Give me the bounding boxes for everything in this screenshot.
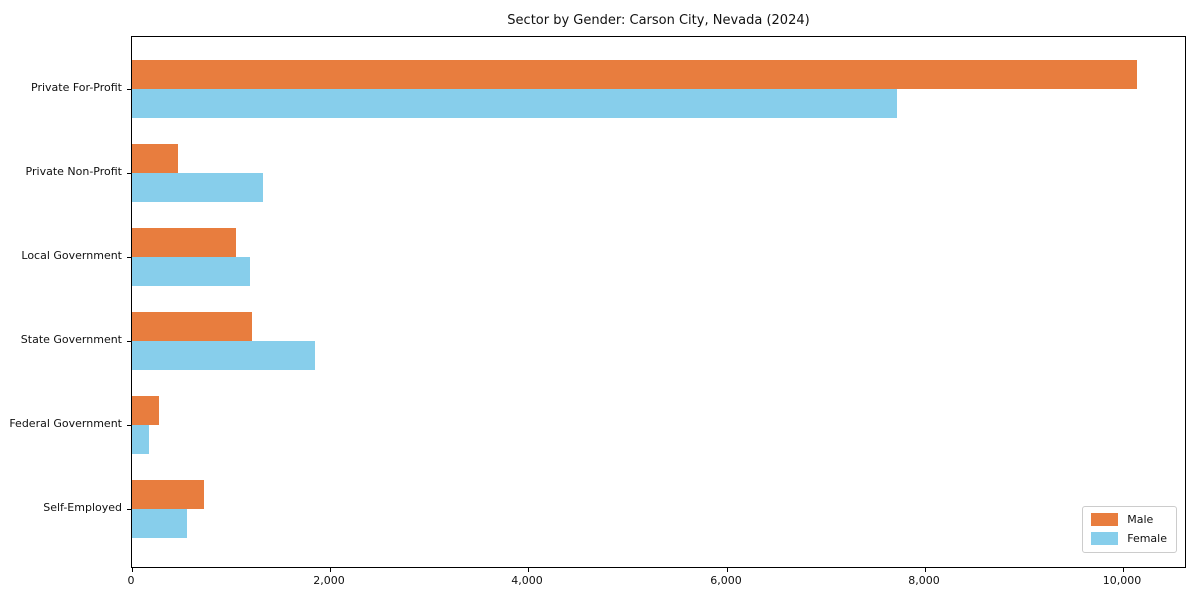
y-axis-label: Private Non-Profit [25,165,122,178]
y-axis-label: Local Government [21,249,122,262]
bar-male [132,60,1137,89]
x-axis-tick [925,568,926,572]
chart-title: Sector by Gender: Carson City, Nevada (2… [507,13,810,28]
bar-female [132,257,250,286]
x-axis-tick [132,568,133,572]
y-axis-tick [127,257,131,258]
x-axis-tick [528,568,529,572]
bar-male [132,480,204,509]
legend-item-male: Male [1091,513,1167,526]
x-axis-tick [727,568,728,572]
y-axis-tick [127,509,131,510]
x-axis-tick-label: 2,000 [313,574,345,587]
legend-label-male: Male [1127,513,1154,526]
y-axis-tick [127,341,131,342]
bar-male [132,144,178,173]
plot-area: Male Female [127,36,1186,572]
y-axis-tick [127,425,131,426]
legend: Male Female [1082,506,1177,553]
bar-female [132,89,897,118]
x-axis-tick-label: 4,000 [511,574,543,587]
bar-female [132,341,315,370]
y-axis-tick [127,89,131,90]
y-axis-label: Federal Government [9,417,122,430]
bar-male [132,396,159,425]
bar-female [132,173,263,202]
male-swatch-icon [1091,513,1119,526]
x-axis-tick-label: 8,000 [908,574,940,587]
legend-label-female: Female [1127,532,1167,545]
y-axis-label: Private For-Profit [31,81,122,94]
y-axis-label: State Government [20,333,122,346]
y-axis-tick [127,173,131,174]
bar-male [132,228,236,257]
x-axis-tick-label: 0 [127,574,135,587]
bar-female [132,509,187,538]
x-axis-tick [330,568,331,572]
x-axis-tick [1123,568,1124,572]
x-axis-tick-label: 10,000 [1102,574,1142,587]
bar-male [132,312,252,341]
bar-female [132,425,149,454]
x-axis-tick-label: 6,000 [710,574,742,587]
legend-item-female: Female [1091,532,1167,545]
y-axis-label: Self-Employed [43,501,122,514]
female-swatch-icon [1091,532,1119,545]
